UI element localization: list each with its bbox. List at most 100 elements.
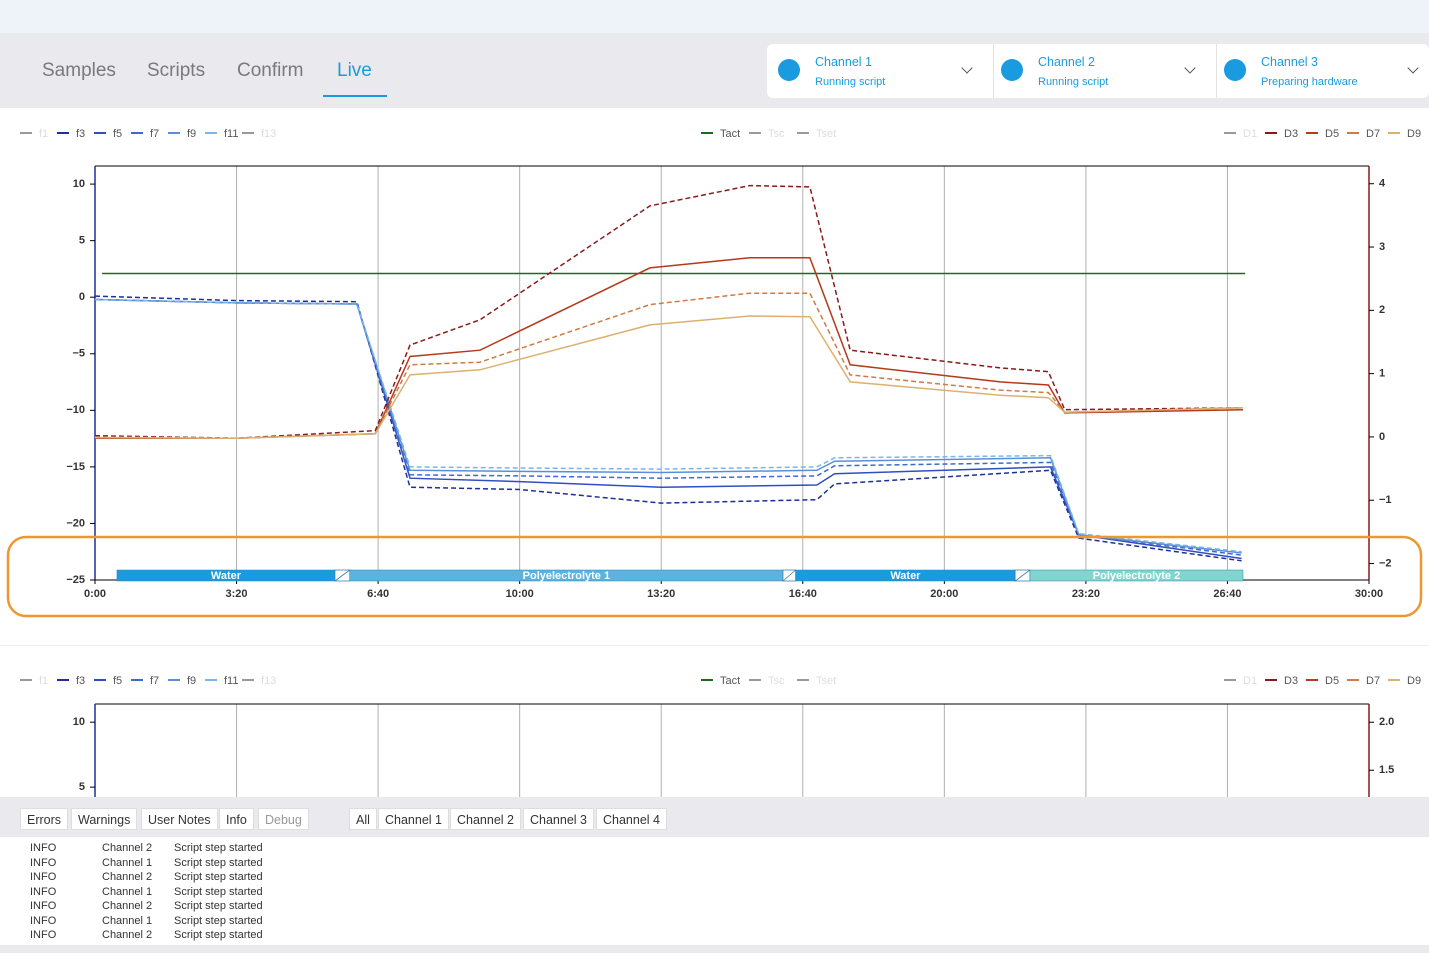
level-filter[interactable]: Errors bbox=[20, 808, 69, 830]
highlight-box bbox=[6, 535, 1423, 618]
log-level: INFO bbox=[30, 929, 57, 941]
log-filter-bar: Errors Warnings User Notes Info Debug All Chan… bbox=[0, 797, 1429, 837]
log-message: Script step started bbox=[174, 871, 263, 883]
x-tick-label: 13:20 bbox=[647, 588, 675, 600]
legend-label[interactable]: f3 bbox=[76, 128, 85, 140]
phase-label: Water bbox=[211, 570, 242, 582]
level-filter[interactable]: Debug bbox=[258, 808, 309, 830]
channel-filter[interactable]: Channel 1 bbox=[378, 808, 449, 830]
legend-label[interactable]: D1 bbox=[1243, 675, 1257, 687]
series-line bbox=[94, 298, 1242, 553]
legend-label[interactable]: Tact bbox=[720, 675, 740, 687]
phase-gap-hatch bbox=[782, 569, 796, 582]
channel-filter[interactable]: Channel 3 bbox=[523, 808, 594, 830]
log-channel: Channel 1 bbox=[102, 856, 153, 869]
legend-label[interactable]: f1 bbox=[39, 128, 48, 140]
legend-label[interactable]: D9 bbox=[1407, 675, 1421, 687]
legend-label[interactable]: D5 bbox=[1325, 128, 1339, 140]
legend-label[interactable]: D7 bbox=[1366, 128, 1380, 140]
x-tick-label: 10:00 bbox=[506, 588, 534, 600]
legend-label[interactable]: f7 bbox=[150, 128, 159, 140]
channel-status: Running script bbox=[1038, 76, 1109, 88]
x-tick-label: 20:00 bbox=[930, 588, 958, 600]
y-tick-label: 5 bbox=[79, 235, 85, 247]
dropdown-chevron[interactable] bbox=[1184, 62, 1196, 74]
series-line bbox=[94, 295, 1242, 562]
y-tick-label: −5 bbox=[72, 348, 85, 360]
tab[interactable]: Confirm bbox=[237, 60, 304, 81]
legend-label[interactable]: Tsc bbox=[768, 675, 785, 687]
legend-label[interactable]: f5 bbox=[113, 128, 122, 140]
legend-label[interactable]: Tset bbox=[816, 675, 836, 687]
channel-card[interactable]: Channel 1 Running script bbox=[771, 44, 994, 98]
phase-gap-hatch bbox=[334, 569, 351, 582]
y2-tick-label: −2 bbox=[1379, 557, 1392, 569]
x-tick-label: 0:00 bbox=[84, 588, 106, 600]
chart: f1 f3 f5 f7 f9 f11 f13 Tact Tsc Tset D1 D3 D5 D7 D9 0:0… bbox=[6, 128, 1423, 618]
legend-label[interactable]: f11 bbox=[224, 675, 238, 687]
legend-label[interactable]: f9 bbox=[187, 128, 196, 140]
legend-label[interactable]: D1 bbox=[1243, 128, 1257, 140]
channel-filter[interactable]: All bbox=[349, 808, 377, 830]
channel-cards: Channel 1 Running script Channel 2 Running … bbox=[767, 44, 1429, 98]
legend-label[interactable]: Tset bbox=[816, 128, 836, 140]
y-tick-label: 0 bbox=[79, 291, 85, 303]
phase-label: Water bbox=[890, 570, 921, 582]
tab[interactable]: Live bbox=[337, 60, 372, 81]
legend-label[interactable]: Tsc bbox=[768, 128, 785, 140]
dropdown-chevron[interactable] bbox=[961, 62, 973, 74]
series-line bbox=[94, 292, 1244, 439]
log-channel: Channel 2 bbox=[102, 842, 153, 854]
legend-label[interactable]: D5 bbox=[1325, 675, 1339, 687]
log-channel: Channel 1 bbox=[102, 885, 153, 898]
channel-card[interactable]: Channel 2 Running script bbox=[994, 44, 1217, 98]
series-line bbox=[95, 257, 1244, 439]
y-tick-label: −10 bbox=[66, 404, 85, 416]
y-tick-label: −15 bbox=[66, 461, 85, 473]
phase-bar bbox=[1029, 569, 1244, 582]
status-dot bbox=[1224, 59, 1246, 81]
y2-tick-label: 2.0 bbox=[1379, 716, 1394, 728]
y2-tick-label: 1 bbox=[1379, 368, 1385, 380]
channel-card[interactable]: Channel 3 Preparing hardware bbox=[1217, 44, 1429, 98]
y-tick-label: −25 bbox=[66, 574, 85, 586]
y2-tick-label: 3 bbox=[1379, 241, 1385, 253]
level-filter[interactable]: User Notes bbox=[141, 808, 218, 830]
legend-label[interactable]: D9 bbox=[1407, 128, 1421, 140]
log-level: INFO bbox=[30, 871, 57, 883]
log-level: INFO bbox=[30, 900, 57, 912]
channel-filter[interactable]: Channel 2 bbox=[450, 808, 521, 830]
series-line bbox=[94, 298, 1242, 554]
legend-label[interactable]: f13 bbox=[261, 675, 276, 687]
dropdown-chevron[interactable] bbox=[1407, 62, 1419, 74]
legend-label[interactable]: f1 bbox=[39, 675, 48, 687]
log-message: Script step started bbox=[174, 900, 263, 912]
log-level: INFO bbox=[30, 842, 57, 854]
y-tick-label: 10 bbox=[73, 716, 85, 728]
legend-label[interactable]: f13 bbox=[261, 128, 276, 140]
legend-label[interactable]: f3 bbox=[76, 675, 85, 687]
phase-label: Polyelectrolyte 2 bbox=[1093, 570, 1180, 582]
log-channel: Channel 2 bbox=[102, 871, 153, 883]
legend-label[interactable]: f7 bbox=[150, 675, 159, 687]
channel-status: Preparing hardware bbox=[1261, 76, 1358, 88]
x-tick-label: 26:40 bbox=[1213, 588, 1241, 600]
y2-tick-label: 4 bbox=[1379, 178, 1386, 190]
y-tick-label: 10 bbox=[73, 178, 85, 190]
legend-label[interactable]: f5 bbox=[113, 675, 122, 687]
log-message: Script step started bbox=[174, 914, 263, 927]
level-filter[interactable]: Info bbox=[219, 808, 254, 830]
legend-label[interactable]: D3 bbox=[1284, 675, 1298, 687]
level-filter[interactable]: Warnings bbox=[71, 808, 138, 830]
legend-label[interactable]: Tact bbox=[720, 128, 740, 140]
phase-label: Polyelectrolyte 1 bbox=[523, 570, 610, 582]
legend-label[interactable]: f11 bbox=[224, 128, 238, 140]
tab[interactable]: Scripts bbox=[147, 60, 206, 81]
y-tick-label: 5 bbox=[79, 781, 85, 793]
legend-label[interactable]: D3 bbox=[1284, 128, 1298, 140]
legend-label[interactable]: f9 bbox=[187, 675, 196, 687]
tab[interactable]: Samples bbox=[42, 60, 116, 81]
channel-filter[interactable]: Channel 4 bbox=[596, 808, 667, 830]
legend-label[interactable]: D7 bbox=[1366, 675, 1380, 687]
log-message: Script step started bbox=[174, 842, 263, 854]
